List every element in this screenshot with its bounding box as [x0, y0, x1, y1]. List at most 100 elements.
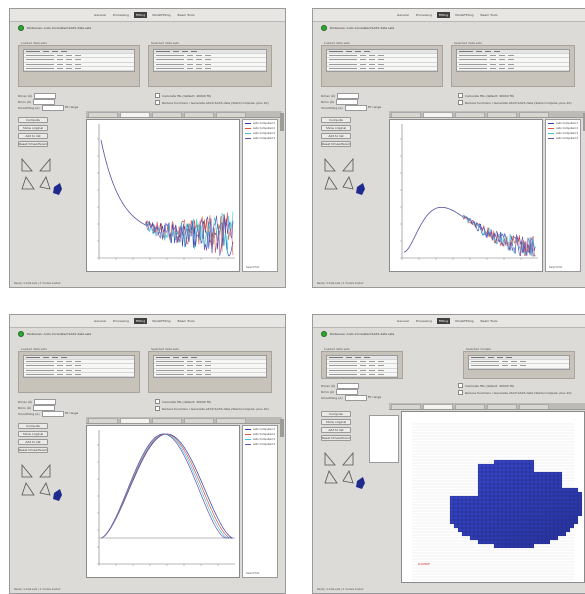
tab[interactable] [455, 404, 485, 409]
checkbox[interactable] [458, 383, 463, 388]
checkbox[interactable] [458, 390, 463, 395]
menu-item[interactable]: ModelFitting [455, 319, 474, 323]
menu-item[interactable]: Beam Tools [177, 319, 195, 323]
tab[interactable] [184, 418, 214, 423]
checkbox[interactable] [155, 100, 160, 105]
table-row[interactable] [469, 356, 569, 361]
action-button[interactable]: Compute [321, 117, 351, 123]
menu-item[interactable]: Beam Tools [480, 13, 498, 17]
option-checkbox[interactable]: Calculate fits (default: 40000 fit) [458, 93, 514, 98]
data-table[interactable] [23, 355, 135, 378]
table-row[interactable] [457, 54, 569, 59]
action-button[interactable]: Add to list [18, 439, 48, 445]
legend-footer[interactable]: Select Plot [246, 266, 260, 269]
plot-area[interactable] [389, 119, 543, 272]
menu-item[interactable]: Processing [112, 319, 129, 323]
table-row[interactable] [154, 373, 266, 377]
model-viewer[interactable]: DAMMIF [401, 411, 585, 583]
table-row[interactable] [24, 54, 134, 59]
option-checkbox[interactable]: Calculate fits (default: 40000 fit) [155, 93, 211, 98]
data-table[interactable] [456, 49, 570, 72]
action-button[interactable]: Reset Dmax/Params [18, 141, 48, 147]
data-table[interactable] [468, 355, 570, 370]
data-table[interactable] [326, 355, 398, 378]
tab[interactable] [455, 112, 485, 117]
tab[interactable] [216, 418, 246, 423]
tab[interactable] [487, 112, 517, 117]
param-input[interactable] [33, 99, 56, 105]
action-button[interactable]: Compute [321, 411, 351, 417]
data-table[interactable] [326, 49, 438, 72]
action-button[interactable]: Add to list [321, 133, 351, 139]
action-button[interactable]: Show original [321, 419, 351, 425]
menu-item[interactable]: Fitting [436, 318, 451, 324]
tab[interactable] [391, 112, 421, 117]
menu-item[interactable]: Fitting [436, 12, 451, 18]
table-row[interactable] [327, 67, 437, 71]
action-button[interactable]: Compute [18, 423, 48, 429]
table-row[interactable] [154, 58, 266, 63]
table-row[interactable] [154, 364, 266, 369]
tab[interactable] [88, 112, 118, 117]
table-row[interactable] [469, 364, 569, 369]
table-row[interactable] [327, 63, 437, 67]
action-button[interactable]: Show original [18, 431, 48, 437]
checkbox[interactable] [155, 399, 160, 404]
legend-footer[interactable]: Select Plot [246, 572, 260, 575]
tab[interactable] [519, 404, 549, 409]
tab[interactable] [519, 112, 549, 117]
table-row[interactable] [457, 50, 569, 55]
tab[interactable] [184, 112, 214, 117]
tab[interactable] [88, 418, 118, 423]
table-row[interactable] [327, 369, 397, 373]
table-row[interactable] [154, 360, 266, 365]
tab[interactable] [391, 404, 421, 409]
menu-item[interactable]: Processing [112, 13, 129, 17]
option-checkbox[interactable]: Reduce functions / Generate ASCII SAXS d… [155, 406, 269, 411]
param-input[interactable] [41, 411, 64, 417]
scrollbar[interactable] [280, 113, 284, 131]
table-row[interactable] [24, 63, 134, 67]
checkbox[interactable] [458, 100, 463, 105]
table-row[interactable] [154, 50, 266, 55]
menu-item[interactable]: ModelFitting [455, 13, 474, 17]
table-row[interactable] [24, 360, 134, 365]
param-input[interactable] [34, 399, 57, 405]
tab[interactable] [152, 418, 182, 423]
option-checkbox[interactable]: Calculate fits (default: 40000 fit) [458, 383, 514, 388]
data-table[interactable] [153, 355, 267, 378]
table-row[interactable] [24, 369, 134, 373]
action-button[interactable]: Reset Dmax/Params [321, 435, 351, 441]
table-row[interactable] [154, 356, 266, 361]
table-row[interactable] [327, 356, 397, 361]
table-row[interactable] [469, 360, 569, 365]
option-checkbox[interactable]: Reduce functions / Generate ASCII SAXS d… [458, 390, 572, 395]
param-input[interactable] [336, 99, 359, 105]
table-row[interactable] [327, 50, 437, 55]
param-input[interactable] [337, 383, 360, 389]
data-table[interactable] [153, 49, 267, 72]
option-checkbox[interactable]: Reduce functions / Generate ASCII SAXS d… [155, 100, 269, 105]
table-row[interactable] [457, 67, 569, 71]
tab[interactable] [120, 112, 150, 117]
table-row[interactable] [24, 50, 134, 55]
checkbox[interactable] [155, 93, 160, 98]
param-input[interactable] [337, 93, 360, 99]
param-input[interactable] [344, 395, 367, 401]
table-row[interactable] [154, 369, 266, 373]
tab[interactable] [152, 112, 182, 117]
plot-area[interactable] [86, 425, 240, 578]
table-row[interactable] [327, 360, 397, 365]
menu-item[interactable]: ModelFitting [152, 13, 171, 17]
menu-item[interactable]: Processing [415, 319, 432, 323]
table-row[interactable] [24, 373, 134, 377]
param-input[interactable] [34, 93, 57, 99]
scrollbar[interactable] [280, 419, 284, 437]
tab[interactable] [423, 404, 453, 409]
action-button[interactable]: Add to list [18, 133, 48, 139]
action-button[interactable]: Reset Dmax/Params [321, 141, 351, 147]
action-button[interactable]: Reset Dmax/Params [18, 447, 48, 453]
table-row[interactable] [327, 58, 437, 63]
menu-item[interactable]: ModelFitting [152, 319, 171, 323]
table-row[interactable] [327, 373, 397, 377]
